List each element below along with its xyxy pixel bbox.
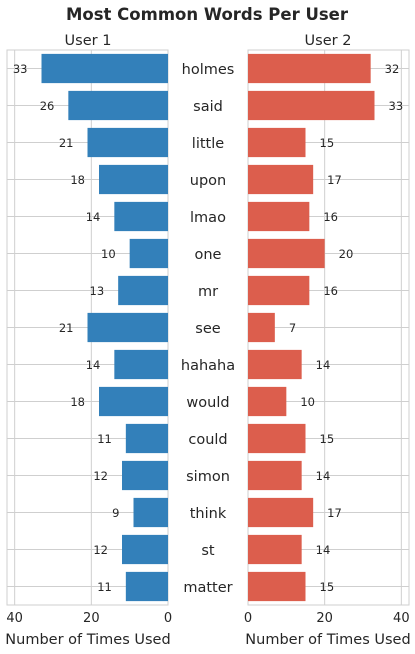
word-label-hahaha: hahaha [181,358,235,374]
user1-bar-holmes [42,54,169,83]
user2-value-label: 17 [327,506,342,520]
user2-bar-little [248,128,306,157]
user1-bar-st [122,535,168,564]
user1-value-label: 12 [93,469,108,483]
user2-value-label: 33 [389,99,404,113]
user2-value-label: 14 [316,358,331,372]
word-label-mr: mr [198,284,218,300]
user1-bar-see [88,313,169,342]
user1-bar-could [126,424,168,453]
user2-value-label: 20 [339,247,354,261]
user1-value-label: 21 [59,321,74,335]
user1-bar-little [88,128,169,157]
left-x-tick-label: 40 [6,611,23,626]
user2-value-label: 32 [385,62,400,76]
user1-bar-think [134,498,169,527]
user2-bar-said [248,91,375,120]
word-labels: holmes said little upon lmao one mr see hahaha wo… [181,62,235,596]
user1-value-label: 11 [97,580,112,594]
user1-bar-lmao [114,202,168,231]
right-x-tick-label: 20 [316,611,333,626]
chart-title: Most Common Words Per User [66,5,349,24]
user1-value-label: 33 [13,62,28,76]
user1-value-label: 26 [40,99,55,113]
user2-bar-would [248,387,286,416]
user1-value-label: 14 [86,358,101,372]
word-label-see: see [195,321,220,337]
user1-value-label: 11 [97,432,112,446]
user2-bar-think [248,498,313,527]
word-label-upon: upon [190,173,226,189]
user1-value-label: 10 [101,247,116,261]
left-panel-title: User 1 [65,33,112,49]
left-x-axis-label: Number of Times Used [5,632,170,648]
word-label-could: could [188,432,227,448]
user1-bar-matter [126,572,168,601]
word-label-one: one [195,247,222,263]
user2-value-label: 7 [289,321,296,335]
user2-value-label: 16 [323,210,338,224]
user2-bar-holmes [248,54,371,83]
user1-value-label: 18 [70,173,85,187]
user1-bar-said [68,91,168,120]
user1-bar-one [130,239,168,268]
left-x-tick-label: 0 [164,611,172,626]
user2-bar-mr [248,276,309,305]
user2-value-label: 16 [323,284,338,298]
user2-value-label: 14 [316,543,331,557]
user1-bar-mr [118,276,168,305]
user1-value-label: 18 [70,395,85,409]
user2-value-label: 17 [327,173,342,187]
left-x-tick-label: 20 [83,611,100,626]
word-label-think: think [190,506,227,522]
right-x-tick-label: 0 [244,611,252,626]
user1-value-label: 12 [93,543,108,557]
user2-bar-simon [248,461,302,490]
word-label-simon: simon [186,469,230,485]
right-x-axis-label: Number of Times Used [245,632,410,648]
word-label-st: st [201,543,215,559]
user1-value-label: 9 [112,506,119,520]
word-label-holmes: holmes [182,62,235,78]
left-x-ticks: 0 20 40 [6,611,172,626]
word-label-lmao: lmao [190,210,226,226]
user2-bar-one [248,239,325,268]
user2-bar-lmao [248,202,309,231]
word-label-would: would [186,395,229,411]
user1-bar-simon [122,461,168,490]
user1-value-label: 21 [59,136,74,150]
user2-bar-matter [248,572,306,601]
user2-value-label: 14 [316,469,331,483]
user2-value-label: 15 [320,136,335,150]
user2-bar-hahaha [248,350,302,379]
user1-value-label: 13 [90,284,105,298]
word-label-said: said [193,99,223,115]
user2-value-label: 15 [320,580,335,594]
user2-value-label: 10 [300,395,315,409]
word-label-little: little [192,136,224,152]
user2-value-label: 15 [320,432,335,446]
user2-bar-upon [248,165,313,194]
user1-bar-upon [99,165,168,194]
user2-bar-st [248,535,302,564]
right-x-tick-label: 40 [393,611,410,626]
user1-value-label: 14 [86,210,101,224]
right-panel-title: User 2 [305,33,352,49]
right-x-ticks: 0 20 40 [244,611,410,626]
user1-bar-hahaha [114,350,168,379]
user1-bar-would [99,387,168,416]
user2-bar-see [248,313,275,342]
word-label-matter: matter [183,580,232,596]
user2-bar-could [248,424,306,453]
